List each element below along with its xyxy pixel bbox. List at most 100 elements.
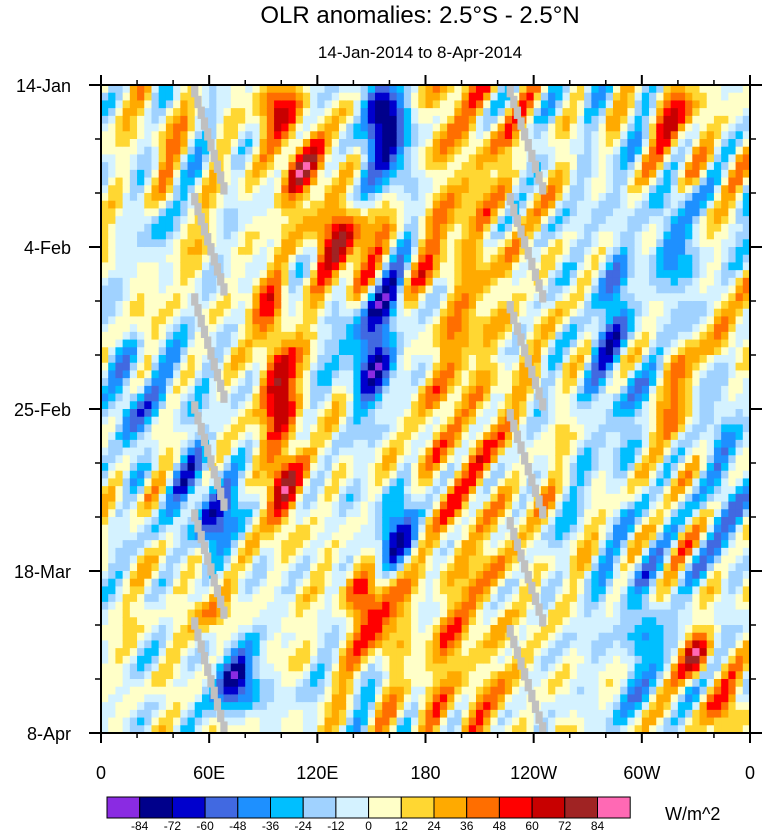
heatmap-cell <box>288 393 297 402</box>
heatmap-cell <box>367 193 376 202</box>
heatmap-cell <box>216 362 225 372</box>
heatmap-cell <box>512 594 520 603</box>
heatmap-cell <box>165 185 174 194</box>
heatmap-cell <box>310 285 318 294</box>
heatmap-cell <box>101 370 109 379</box>
heatmap-cell <box>144 331 153 341</box>
heatmap-cell <box>360 586 369 595</box>
heatmap-cell <box>165 586 174 595</box>
heatmap-cell <box>129 416 138 426</box>
heatmap-cell <box>230 285 239 294</box>
heatmap-cell <box>317 108 326 117</box>
heatmap-cell <box>490 594 499 603</box>
heatmap-cell <box>245 586 254 595</box>
heatmap-cell <box>245 717 254 726</box>
heatmap-cell <box>223 509 232 518</box>
heatmap-cell <box>454 193 463 202</box>
heatmap-cell <box>144 463 153 472</box>
heatmap-cell <box>418 609 427 618</box>
heatmap-cell <box>317 362 326 372</box>
heatmap-cell <box>151 208 160 217</box>
heatmap-cell <box>389 139 398 148</box>
heatmap-cell <box>317 532 326 541</box>
heatmap-cell <box>310 239 318 248</box>
heatmap-cell <box>151 702 160 711</box>
heatmap-cell <box>353 185 362 194</box>
heatmap-cell <box>375 640 383 649</box>
heatmap-cell <box>281 632 290 642</box>
heatmap-cell <box>129 378 138 387</box>
heatmap-cell <box>367 501 376 510</box>
heatmap-cell <box>475 601 484 611</box>
heatmap-cell <box>187 262 196 271</box>
heatmap-cell <box>483 463 491 472</box>
heatmap-cell <box>238 478 246 487</box>
heatmap-cell <box>238 663 246 672</box>
heatmap-cell <box>288 146 297 156</box>
heatmap-cell <box>274 594 282 603</box>
heatmap-cell <box>526 208 535 217</box>
heatmap-cell <box>137 285 145 294</box>
heatmap-cell <box>519 262 528 271</box>
heatmap-cell <box>302 555 311 564</box>
heatmap-cell <box>512 501 520 510</box>
heatmap-cell <box>129 640 138 649</box>
heatmap-cell <box>252 655 261 665</box>
heatmap-cell <box>389 285 398 294</box>
heatmap-cell <box>158 694 167 703</box>
heatmap-cell <box>115 447 124 456</box>
heatmap-cell <box>288 200 297 210</box>
heatmap-cell <box>418 355 427 364</box>
heatmap-cell <box>461 540 470 549</box>
heatmap-cell <box>230 509 239 518</box>
heatmap-cell <box>180 115 189 125</box>
heatmap-cell <box>367 424 376 433</box>
heatmap-cell <box>216 578 225 588</box>
heatmap-cell <box>360 663 369 672</box>
heatmap-cell <box>432 424 441 433</box>
heatmap-cell <box>382 571 391 580</box>
heatmap-cell <box>216 671 225 680</box>
heatmap-cell <box>180 216 189 225</box>
heatmap-cell <box>418 555 427 564</box>
heatmap-cell <box>461 285 470 294</box>
heatmap-cell <box>173 563 181 572</box>
heatmap-cell <box>375 347 383 356</box>
heatmap-cell <box>512 625 520 634</box>
heatmap-cell <box>389 625 398 634</box>
heatmap-cell <box>331 547 340 557</box>
heatmap-cell <box>519 200 528 210</box>
heatmap-cell <box>295 92 304 102</box>
heatmap-cell <box>101 524 109 534</box>
heatmap-cell <box>475 216 484 225</box>
heatmap-cell <box>223 601 232 611</box>
heatmap-cell <box>245 185 254 194</box>
heatmap-cell <box>144 640 153 649</box>
heatmap-cell <box>295 470 304 480</box>
heatmap-cell <box>425 347 434 356</box>
heatmap-cell <box>108 200 117 210</box>
heatmap-cell <box>230 501 239 510</box>
heatmap-cell <box>165 648 174 657</box>
heatmap-cell <box>461 416 470 426</box>
heatmap-cell <box>432 293 441 302</box>
heatmap-cell <box>201 571 210 580</box>
heatmap-cell <box>375 378 383 387</box>
heatmap-cell <box>158 655 167 665</box>
heatmap-cell <box>461 385 470 395</box>
heatmap-cell <box>432 655 441 665</box>
heatmap-cell <box>375 247 383 256</box>
heatmap-cell <box>389 223 398 233</box>
heatmap-cell <box>310 601 318 611</box>
heatmap-cell <box>122 177 131 186</box>
heatmap-cell <box>274 108 282 117</box>
heatmap-cell <box>302 709 311 719</box>
heatmap-cell <box>187 686 196 696</box>
heatmap-cell <box>180 609 189 618</box>
heatmap-cell <box>144 517 153 526</box>
heatmap-cell <box>461 717 470 726</box>
heatmap-cell <box>101 424 109 433</box>
heatmap-cell <box>129 355 138 364</box>
heatmap-cell <box>122 262 131 271</box>
heatmap-cell <box>223 439 232 449</box>
